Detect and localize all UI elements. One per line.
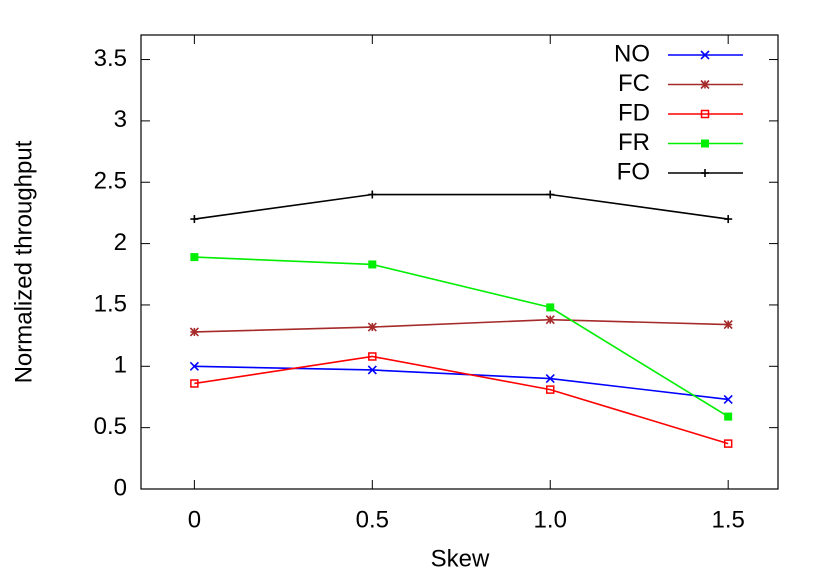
marker [546, 303, 555, 312]
marker [724, 215, 733, 224]
legend-label: FD [618, 99, 650, 126]
marker [189, 361, 199, 371]
marker-square [368, 352, 377, 361]
legend-label: FR [618, 129, 650, 156]
marker [545, 385, 555, 394]
marker-square [190, 253, 199, 262]
legend-label: FC [618, 70, 650, 97]
marker [700, 109, 710, 119]
marker [701, 169, 709, 177]
y-tick-label: 3 [114, 106, 127, 133]
marker [368, 190, 377, 199]
marker [367, 322, 377, 332]
marker [700, 50, 710, 60]
legend-label: FO [617, 158, 650, 185]
marker [723, 394, 733, 404]
marker-stroke [545, 374, 555, 384]
series-line [194, 355, 729, 445]
y-tick-label: 0.5 [94, 413, 127, 440]
marker-square [546, 303, 555, 312]
plot-frame [140, 34, 779, 490]
series-line [194, 256, 729, 418]
marker-square [545, 385, 555, 394]
marker-square [700, 109, 710, 119]
x-tick-label: 1.5 [711, 506, 744, 533]
marker-square [724, 412, 733, 421]
y-axis-label: Normalized throughput [10, 140, 37, 383]
y-tick-label: 2.5 [94, 168, 127, 195]
marker [700, 79, 710, 90]
marker [368, 352, 377, 361]
marker [189, 327, 199, 337]
y-tick-label: 1.5 [94, 290, 127, 317]
marker-stroke [723, 394, 733, 404]
y-tick-label: 0 [114, 474, 127, 501]
marker-stroke [189, 361, 199, 371]
marker-square [723, 439, 733, 448]
series-line [194, 193, 729, 220]
marker [545, 374, 555, 384]
marker [190, 215, 199, 224]
series-line [194, 318, 729, 333]
marker [190, 253, 199, 262]
marker [701, 139, 709, 148]
x-tick-label: 0 [188, 506, 201, 533]
marker-stroke [367, 365, 377, 375]
x-tick-label: 0.5 [356, 506, 389, 533]
marker-stroke [700, 50, 710, 60]
marker-square [368, 260, 377, 269]
marker-square [701, 139, 709, 148]
y-tick-label: 3.5 [94, 45, 127, 72]
marker [545, 315, 555, 325]
marker [368, 260, 377, 269]
marker [723, 439, 733, 448]
marker [546, 190, 555, 199]
marker-square [190, 379, 199, 388]
marker [724, 412, 733, 421]
marker [190, 379, 199, 388]
x-tick-label: 1.0 [534, 506, 567, 533]
marker [367, 365, 377, 375]
legend-label: NO [614, 40, 650, 67]
series-line [194, 365, 729, 401]
marker [723, 320, 733, 330]
y-tick-label: 1 [114, 352, 127, 379]
y-tick-label: 2 [114, 229, 127, 256]
x-axis-label: Skew [431, 545, 490, 572]
